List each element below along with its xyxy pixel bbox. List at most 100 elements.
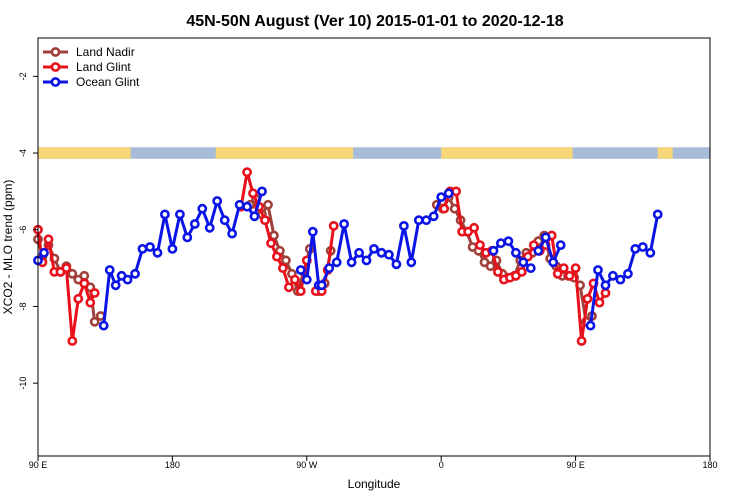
data-point <box>89 288 100 298</box>
data-point <box>227 228 237 239</box>
data-point <box>79 278 90 289</box>
data-point <box>159 209 170 220</box>
data-point <box>608 270 618 281</box>
y-tick-label: -8 <box>18 302 28 310</box>
legend-marker <box>50 62 61 72</box>
y-tick-label: -10 <box>18 377 28 390</box>
legend-marker <box>50 77 61 87</box>
data-point <box>242 201 252 212</box>
data-point <box>73 293 84 304</box>
y-tick-label: -6 <box>18 226 28 234</box>
land-band-segment <box>657 147 673 159</box>
data-point <box>436 192 447 202</box>
data-point <box>488 245 499 256</box>
data-point <box>503 236 514 247</box>
series-line <box>299 230 321 286</box>
data-point <box>637 242 648 252</box>
data-point <box>130 268 140 279</box>
data-point <box>369 243 379 254</box>
data-point <box>204 222 215 233</box>
data-point <box>79 270 90 281</box>
data-point <box>289 274 300 285</box>
data-point <box>152 247 163 258</box>
data-point <box>475 240 485 250</box>
data-point <box>167 243 178 254</box>
chart-title: 45N-50N August (Ver 10) 2015-01-01 to 20… <box>186 13 563 30</box>
land-band-segment <box>38 147 131 159</box>
data-point <box>89 316 100 327</box>
data-point <box>212 196 223 206</box>
y-tick-label: -2 <box>18 72 28 80</box>
series-land-glint <box>33 167 611 346</box>
y-axis-label: XCO2 - MLO trend (ppm) <box>1 180 15 315</box>
data-point <box>283 282 294 293</box>
data-point <box>277 263 288 273</box>
data-point <box>339 219 349 229</box>
legend-marker <box>50 47 61 57</box>
data-point <box>469 222 479 233</box>
data-point <box>249 211 260 222</box>
legend-item: Land Nadir <box>43 45 135 59</box>
x-tick-label: 90 W <box>296 460 318 470</box>
x-tick-label: 90 E <box>566 460 585 470</box>
data-point <box>39 247 49 258</box>
data-point <box>511 247 521 258</box>
data-point <box>615 274 626 285</box>
legend-label: Land Nadir <box>76 45 135 59</box>
data-point <box>271 251 282 262</box>
data-point <box>451 186 461 197</box>
data-point <box>428 211 439 222</box>
data-point <box>182 232 193 243</box>
data-point <box>443 188 454 199</box>
x-tick-label: 0 <box>439 460 444 470</box>
data-point <box>376 247 387 258</box>
data-point <box>630 243 641 254</box>
x-tick-label: 90 E <box>29 460 48 470</box>
data-point <box>43 234 54 245</box>
series-line <box>320 191 450 286</box>
data-point <box>248 188 258 199</box>
x-axis: 90 E 180 90 W 0 90 E 180 <box>29 456 718 470</box>
data-point <box>122 274 133 285</box>
data-point <box>263 199 273 210</box>
data-point <box>383 249 394 260</box>
data-point <box>391 259 402 270</box>
data-point <box>98 320 109 331</box>
data-point <box>413 215 424 226</box>
y-axis: -2 -4 -6 -8 -10 <box>18 72 38 390</box>
data-point <box>439 203 450 214</box>
data-point <box>570 263 581 273</box>
plot-frame <box>37 37 711 457</box>
legend-item: Land Glint <box>43 60 131 74</box>
data-point <box>652 209 663 220</box>
data-point <box>67 268 78 279</box>
land-band-segment <box>215 147 354 159</box>
data-point <box>189 219 200 229</box>
data-point <box>421 215 432 226</box>
data-point <box>495 238 506 249</box>
data-point <box>582 293 593 304</box>
x-tick-label: 180 <box>702 460 717 470</box>
data-point <box>197 203 208 214</box>
data-point <box>324 263 335 273</box>
data-point <box>600 288 611 298</box>
x-axis-label: Longitude <box>348 477 401 491</box>
data-point <box>525 263 536 273</box>
data-point <box>548 257 559 268</box>
data-point <box>564 270 575 281</box>
data-point <box>516 266 527 277</box>
data-point <box>242 167 252 178</box>
data-point <box>266 238 276 249</box>
data-point <box>555 240 566 250</box>
data-point <box>346 257 357 268</box>
data-point <box>518 257 529 268</box>
data-point <box>104 265 115 275</box>
data-point <box>492 266 503 277</box>
series-ocean-glint <box>33 186 663 331</box>
data-point <box>361 255 372 266</box>
data-point <box>67 336 78 346</box>
legend-label: Ocean Glint <box>76 75 140 89</box>
data-point <box>552 268 563 279</box>
data-point <box>328 220 339 231</box>
